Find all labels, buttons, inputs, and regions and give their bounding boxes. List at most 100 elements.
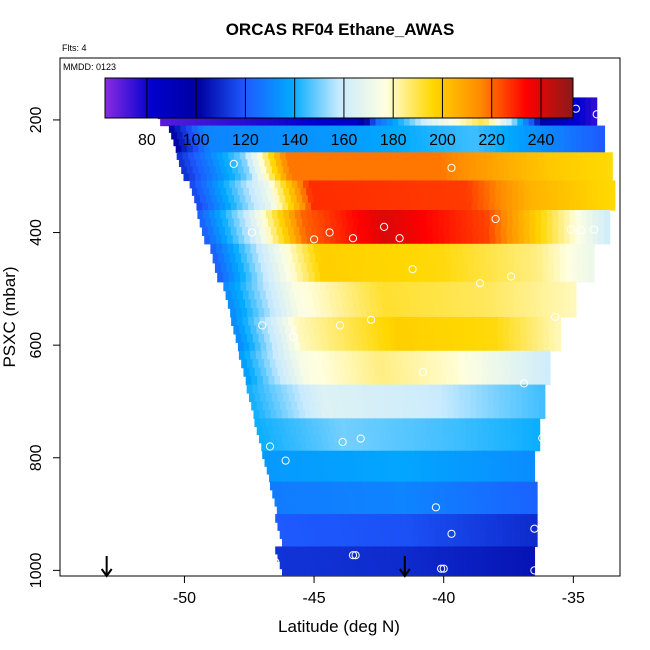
heatmap-cell [520,505,527,515]
heatmap-cell [286,138,294,147]
heatmap-cell [269,138,277,147]
heatmap-cell [423,505,431,515]
heatmap-cell [357,418,364,428]
heatmap-cell [566,166,574,175]
heatmap-cell [303,546,311,555]
heatmap-cell [420,442,427,452]
heatmap-cell [499,393,506,403]
heatmap-cell [569,195,576,204]
heatmap-cell [422,497,430,507]
heatmap-cell [475,359,482,369]
heatmap-cell [426,118,433,127]
heatmap-cell [598,125,606,133]
heatmap-cell [311,187,319,196]
heatmap-cell [393,243,400,254]
heatmap-cell [237,125,244,133]
heatmap-cell [406,159,414,167]
heatmap-cell [325,281,332,292]
heatmap-cell [506,226,513,236]
heatmap-cell [457,497,464,507]
heatmap-cell [503,159,511,167]
heatmap-cell [365,272,372,283]
heatmap-cell [472,195,479,204]
heatmap-cell [353,299,360,309]
heatmap-cell [468,530,475,539]
heatmap-cell [409,125,416,133]
heatmap-cell [546,210,553,220]
heatmap-cell [504,384,512,394]
heatmap-cell [585,118,592,127]
heatmap-cell [276,226,283,236]
heatmap-cell [354,530,361,539]
heatmap-cell [600,152,608,160]
heatmap-cell [255,262,262,273]
heatmap-cell [416,530,424,539]
heatmap-cell [308,497,316,507]
heatmap-cell [576,243,584,254]
heatmap-cell [482,434,489,444]
heatmap-cell [239,325,246,335]
heatmap-cell [588,262,595,273]
heatmap-cell [370,473,377,483]
heatmap-cell [349,359,357,369]
heatmap-cell [508,489,515,499]
heatmap-cell [356,226,364,236]
heatmap-cell [272,145,280,153]
heatmap-cell [315,333,322,343]
heatmap-cell [452,342,460,352]
heatmap-cell [350,317,357,327]
heatmap-cell [417,308,424,318]
heatmap-cell [427,243,435,254]
heatmap-cell [434,152,441,160]
heatmap-cell [504,166,511,175]
heatmap-cell [312,350,319,360]
heatmap-cell [423,333,430,343]
heatmap-cell [372,376,379,386]
heatmap-cell [257,173,265,182]
heatmap-cell [316,202,324,211]
heatmap-cell [520,253,527,264]
heatmap-cell [229,281,236,292]
heatmap-cell [485,308,492,318]
heatmap-cell [299,568,306,576]
heatmap-cell [376,325,384,335]
heatmap-cell [326,514,333,523]
heatmap-cell [559,243,567,254]
heatmap-cell [333,538,340,548]
heatmap-cell [398,125,405,133]
heatmap-cell [213,159,220,167]
heatmap-cell [266,166,273,175]
heatmap-cell [442,367,449,377]
heatmap-cell [462,489,469,499]
heatmap-cell [330,218,337,228]
heatmap-cell [203,210,210,220]
heatmap-cell [336,195,343,204]
heatmap-cell [415,290,422,301]
heatmap-cell [377,173,385,182]
heatmap-cell [571,272,578,283]
heatmap-cell [542,272,549,283]
heatmap-cell [233,152,241,160]
heatmap-cell [168,125,176,133]
heatmap-cell [427,489,435,499]
heatmap-cell [414,210,422,220]
heatmap-cell [410,132,417,140]
heatmap-cell [387,262,394,273]
heatmap-cell [575,180,582,189]
heatmap-cell [231,317,238,327]
heatmap-cell [366,333,373,343]
heatmap-cell [383,308,390,318]
heatmap-cell [606,173,613,182]
heatmap-cell [431,202,438,211]
heatmap-cell [267,235,274,245]
heatmap-cell [375,235,382,245]
heatmap-cell [330,561,337,570]
heatmap-cell [416,132,423,140]
heatmap-cell [382,281,389,292]
heatmap-cell [407,409,415,419]
heatmap-cell [425,393,432,403]
heatmap-cell [412,522,420,531]
heatmap-cell [546,235,554,245]
heatmap-cell [329,489,337,499]
heatmap-cell [462,530,470,539]
